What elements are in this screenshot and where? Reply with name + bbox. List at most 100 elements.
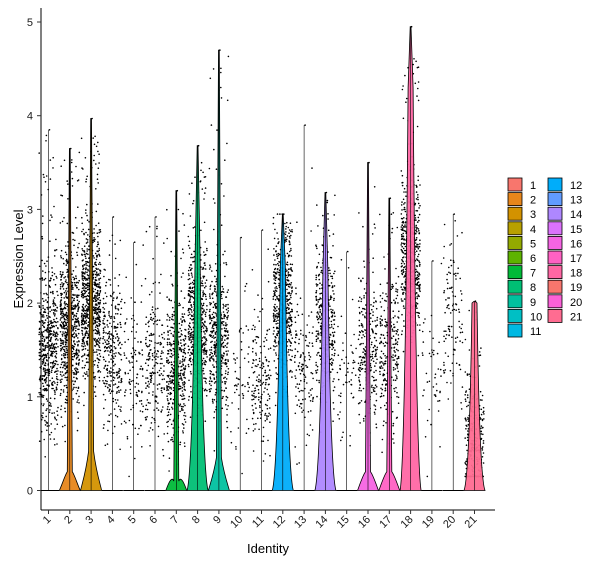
data-point [224,339,226,341]
data-point [272,333,275,335]
data-point [333,386,336,388]
data-point [81,272,84,275]
data-point [56,443,58,445]
data-point [211,270,213,272]
data-point [206,308,208,311]
data-point [277,242,279,245]
data-point [142,375,144,377]
data-point [273,349,275,351]
data-point [300,354,302,356]
data-point [276,255,278,258]
data-point [188,247,191,249]
data-point [284,222,286,225]
data-point [75,335,77,338]
data-point [252,384,254,387]
data-point [107,332,110,335]
data-point [60,256,63,259]
data-point [268,376,270,379]
data-point [213,416,215,419]
data-point [106,380,108,383]
data-point [266,399,269,402]
data-point [43,300,45,303]
data-point [59,366,62,369]
data-point [294,375,296,377]
data-point [53,302,55,304]
data-point [135,402,138,405]
data-point [251,398,253,401]
data-point [333,340,336,343]
data-point [81,274,83,276]
data-point [145,336,147,339]
data-point [307,411,310,413]
data-point [318,278,321,281]
data-point [42,368,45,371]
data-point [302,334,305,337]
data-point [81,216,83,219]
data-point [51,412,53,415]
data-point [145,316,148,319]
data-point [182,316,185,318]
data-point [190,291,193,294]
data-point [114,277,116,279]
data-point [328,284,331,287]
data-point [272,326,275,329]
data-point [224,372,227,375]
data-point [57,406,59,409]
data-point [59,222,62,224]
data-point [167,420,169,423]
data-point [56,383,59,386]
data-point [152,317,155,320]
data-point [74,380,76,383]
data-point [289,286,291,288]
data-point [99,269,101,271]
data-point [316,369,319,371]
data-point [167,392,169,395]
data-point [94,279,97,281]
data-point [221,328,223,330]
data-point [106,319,109,322]
data-point [151,429,154,431]
data-point [62,315,65,318]
data-point [300,369,303,372]
data-point [109,333,111,335]
data-point [55,350,58,353]
data-point [84,271,87,273]
data-point [304,376,307,378]
data-point [240,348,243,351]
data-point [274,287,276,289]
data-point [315,278,317,281]
data-point [146,369,148,372]
data-point [66,271,68,274]
data-point [66,399,68,402]
data-point [39,355,41,357]
data-point [167,386,169,388]
data-point [180,405,183,408]
data-point [86,301,88,303]
data-point [73,278,75,281]
data-point [316,315,318,318]
data-point [113,325,116,328]
data-point [99,229,102,231]
data-point [87,305,89,308]
data-point [62,313,65,315]
data-point [44,344,47,347]
data-point [206,249,208,252]
data-point [137,341,139,343]
data-point [162,406,164,408]
data-point [264,371,267,374]
data-point [163,388,166,391]
data-point [94,288,97,291]
data-point [114,363,116,366]
data-point [64,367,66,370]
data-point [112,216,115,218]
data-point [311,332,314,334]
data-point [288,371,291,373]
data-point [203,221,206,224]
data-point [150,340,153,342]
data-point [147,401,150,404]
data-point [285,231,287,233]
data-point [331,340,334,342]
data-point [151,371,154,374]
data-point [212,402,214,404]
data-point [82,296,84,299]
